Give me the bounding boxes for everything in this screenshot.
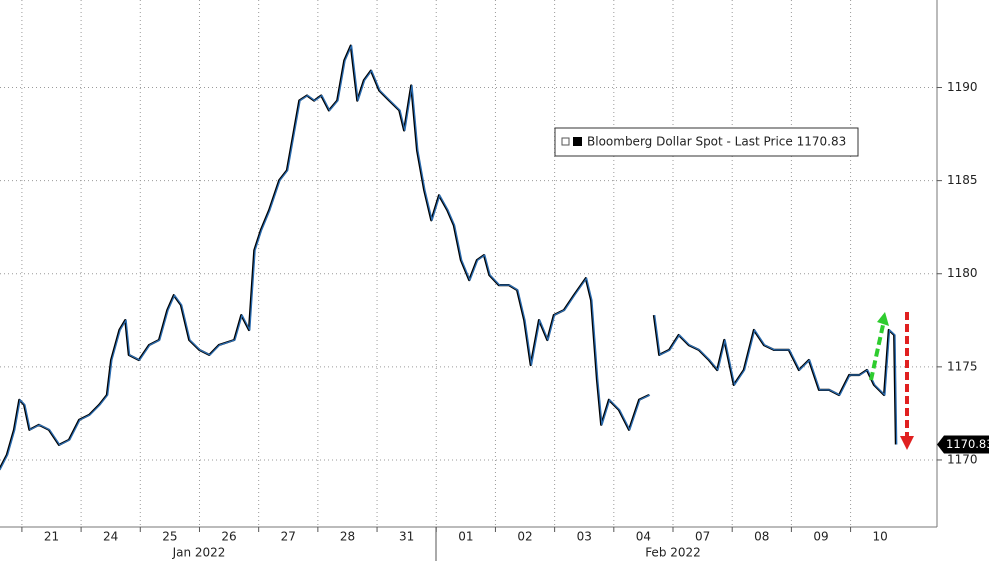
labels: 1170 1175 1180 1185 1190 21 24 25 26 27 28 31 01 02 03… [44,80,978,559]
legend-label: Bloomberg Dollar Spot - Last Price 1170.… [587,135,846,149]
y-tick-label: 1175 [947,359,978,373]
legend-box [554,127,859,157]
x-tick-label: 31 [399,530,414,544]
arrows [869,312,914,450]
x-tick-label: 10 [873,530,888,544]
y-tick-label: 1185 [947,173,978,187]
grid [0,0,942,532]
last-price-tag: 1170.83 [937,435,989,454]
last-price-box [937,435,989,454]
month-label: Feb 2022 [645,546,701,560]
x-tick-label: 04 [636,530,651,544]
x-tick-label: 27 [281,530,296,544]
month-label: Jan 2022 [172,546,226,560]
x-tick-label: 25 [162,530,177,544]
x-tick-label: 21 [44,530,59,544]
y-tick-label: 1180 [947,266,978,280]
x-tick-label: 09 [813,530,828,544]
x-tick-label: 28 [340,530,355,544]
up-arrow [869,324,885,381]
x-tick-label: 01 [458,530,473,544]
x-tick-label: 03 [577,530,592,544]
legend-toggle [561,137,570,146]
up-arrow-head [877,312,889,326]
x-tick-label: 24 [103,530,118,544]
legend-swatch [573,137,582,146]
x-tick-label: 08 [754,530,769,544]
down-arrow-head [900,436,914,450]
x-tick-label: 26 [221,530,236,544]
x-tick-label: 07 [695,530,710,544]
x-tick-label: 02 [517,530,532,544]
y-tick-label: 1170 [947,452,978,466]
y-tick-label: 1190 [947,80,978,94]
legend: Bloomberg Dollar Spot - Last Price 1170.… [554,127,859,157]
last-price-label: 1170.83 [946,437,989,451]
